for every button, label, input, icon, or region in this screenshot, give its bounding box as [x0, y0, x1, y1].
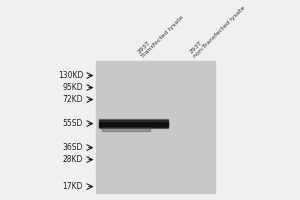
Text: 17KD: 17KD	[63, 182, 83, 191]
Text: 293T
Transfected lysate: 293T Transfected lysate	[136, 11, 185, 59]
Text: 36SD: 36SD	[63, 143, 83, 152]
Text: 293T
non-Transfected lysate: 293T non-Transfected lysate	[189, 1, 247, 59]
Bar	[100, 122, 168, 123]
Text: 55SD: 55SD	[63, 119, 83, 128]
Bar	[100, 120, 168, 122]
Text: 95KD: 95KD	[62, 83, 83, 92]
Text: 130KD: 130KD	[58, 71, 83, 80]
Bar	[100, 124, 168, 125]
Text: 28KD: 28KD	[63, 155, 83, 164]
Bar	[100, 123, 168, 124]
Bar	[100, 127, 168, 128]
Bar	[100, 125, 168, 126]
Bar	[100, 126, 168, 127]
Bar	[101, 122, 166, 126]
Bar	[97, 61, 215, 193]
Text: 72KD: 72KD	[63, 95, 83, 104]
Bar	[102, 127, 150, 131]
Bar	[100, 119, 168, 120]
